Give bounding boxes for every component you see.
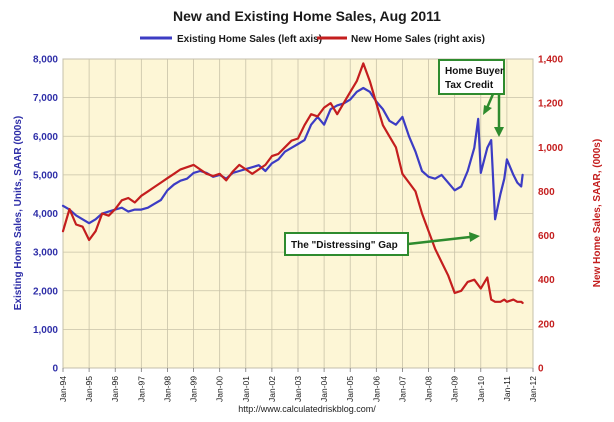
annotation-gap: The "Distressing" Gap xyxy=(284,232,480,256)
y-tick-left-label: 0 xyxy=(52,364,58,375)
y-tick-left-label: 3,000 xyxy=(33,248,58,259)
x-tick-label: Jan-10 xyxy=(476,376,486,402)
source-url: http://www.calculatedriskblog.com/ xyxy=(238,404,376,414)
y-axis-left-label: Existing Home Sales, Units, SAAR (000s) xyxy=(13,116,24,311)
series-lines xyxy=(61,62,524,304)
annotation-tax-credit-line2: Tax Credit xyxy=(445,80,494,91)
x-tick-label: Jan-98 xyxy=(162,376,172,402)
x-tick-label: Jan-02 xyxy=(267,376,277,402)
legend: Existing Home Sales (left axis) New Home… xyxy=(140,34,485,45)
y-tick-left-label: 5,000 xyxy=(33,170,58,181)
y-tick-left-label: 6,000 xyxy=(33,132,58,143)
series-line-new-home-sales xyxy=(61,62,524,304)
x-tick-label: Jan-97 xyxy=(136,376,146,402)
y-tick-left-label: 7,000 xyxy=(33,93,58,104)
legend-label-existing: Existing Home Sales (left axis) xyxy=(177,34,322,45)
y-tick-left-label: 8,000 xyxy=(33,55,58,66)
annotation-tax-credit-box xyxy=(438,59,505,95)
annotation-gap-arrow xyxy=(407,235,471,246)
series-line-existing-home-sales xyxy=(61,86,524,225)
annotation-gap-text: The "Distressing" Gap xyxy=(291,240,398,251)
chart-title: New and Existing Home Sales, Aug 2011 xyxy=(173,8,441,24)
x-tick-label: Jan-12 xyxy=(528,376,538,402)
y-tick-right-label: 1,200 xyxy=(538,99,563,110)
y-axis-right-ticks: 0 200 400 600 800 1,000 1,200 1,400 xyxy=(538,55,563,375)
x-tick-label: Jan-06 xyxy=(371,376,381,402)
y-tick-left-label: 1,000 xyxy=(33,325,58,336)
y-axis-left-ticks: 0 1,000 2,000 3,000 4,000 5,000 6,000 7,000 8,00… xyxy=(33,55,58,375)
y-axis-right-label: New Home Sales, SAAR, (000s) xyxy=(592,139,603,287)
x-tick-label: Jan-09 xyxy=(450,376,460,402)
y-tick-right-label: 600 xyxy=(538,231,555,242)
x-tick-label: Jan-03 xyxy=(293,376,303,402)
x-tick-label: Jan-00 xyxy=(215,376,225,402)
x-axis-ticks: Jan-94 Jan-95 Jan-96 Jan-97 Jan-98 Jan-99 Jan-… xyxy=(58,368,538,402)
x-tick-label: Jan-01 xyxy=(241,376,251,402)
y-tick-right-label: 400 xyxy=(538,275,555,286)
x-tick-label: Jan-07 xyxy=(397,376,407,402)
annotation-tax-credit-line1: Home Buyer xyxy=(445,66,504,77)
y-tick-right-label: 800 xyxy=(538,187,555,198)
y-tick-right-label: 0 xyxy=(538,364,544,375)
y-tick-left-label: 2,000 xyxy=(33,286,58,297)
x-tick-label: Jan-04 xyxy=(319,376,329,402)
annotation-tax-credit-arrow1 xyxy=(485,93,495,109)
x-tick-label: Jan-05 xyxy=(345,376,355,402)
annotation-tax-credit-arrowhead1 xyxy=(483,105,492,115)
x-tick-label: Jan-11 xyxy=(502,376,512,402)
grid xyxy=(62,58,534,369)
annotation-gap-arrowhead xyxy=(469,232,480,242)
annotation-tax-credit: Home Buyer Tax Credit xyxy=(438,59,505,137)
legend-label-new: New Home Sales (right axis) xyxy=(351,34,485,45)
x-tick-label: Jan-96 xyxy=(110,376,120,402)
y-tick-left-label: 4,000 xyxy=(33,209,58,220)
y-tick-right-label: 200 xyxy=(538,319,555,330)
y-tick-right-label: 1,400 xyxy=(538,55,563,66)
y-tick-right-label: 1,000 xyxy=(538,143,563,154)
x-tick-label: Jan-08 xyxy=(424,376,434,402)
x-tick-label: Jan-99 xyxy=(189,376,199,402)
x-tick-label: Jan-95 xyxy=(84,376,94,402)
x-tick-label: Jan-94 xyxy=(58,376,68,402)
annotation-tax-credit-arrowhead2 xyxy=(494,127,504,137)
